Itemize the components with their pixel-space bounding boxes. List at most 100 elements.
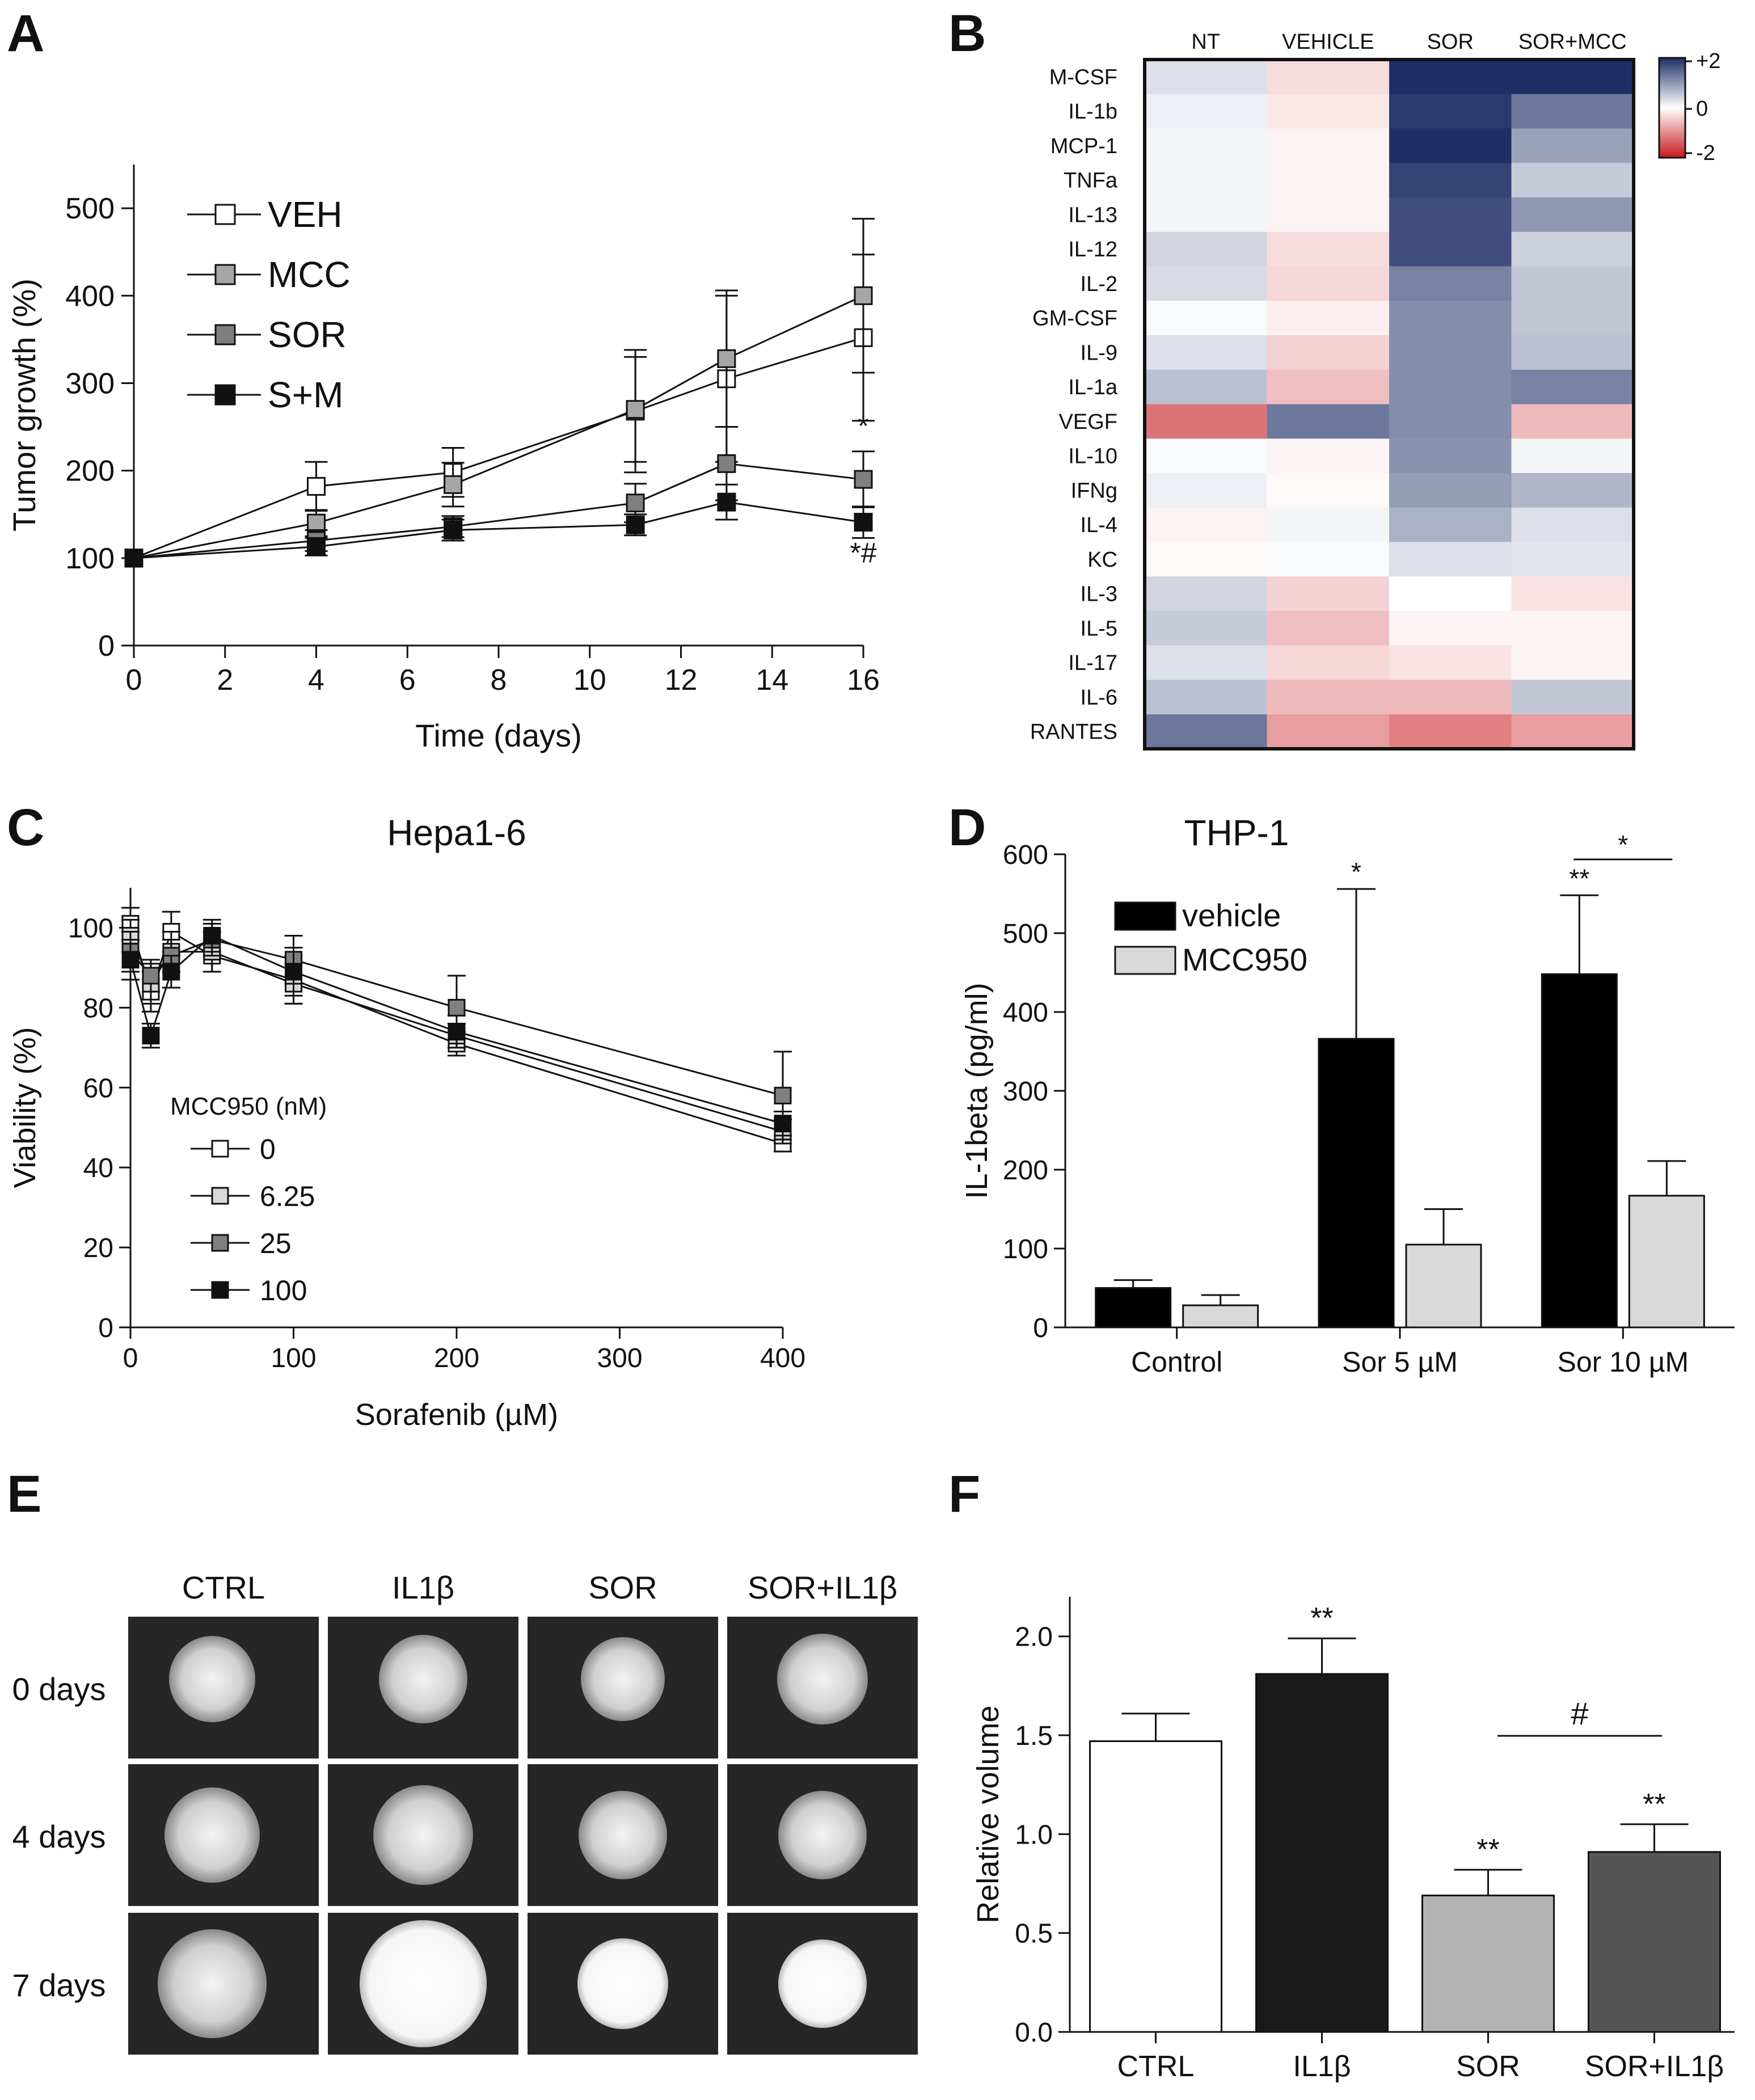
heatmap-col-label: NT: [1191, 30, 1220, 54]
heatmap-cell: [1511, 645, 1634, 680]
heatmap-cell: [1145, 266, 1267, 301]
spheroid: [581, 1637, 665, 1721]
panel-b-heatmap: M-CSF IL-1b MCP-1 TNFa IL-13 IL-12 IL-2 GM-CSF I…: [1030, 30, 1720, 750]
x-tick-label: 14: [756, 664, 788, 697]
heatmap-cell: [1267, 266, 1390, 301]
y-tick-label: 0: [98, 1313, 113, 1343]
y-axis-label: Viability (%): [8, 1027, 42, 1188]
data-point-S+M: [307, 537, 326, 556]
significance-marker: *#: [850, 537, 876, 569]
chart-title: Hepa1-6: [387, 812, 526, 853]
heatmap-col-label: SOR+MCC: [1518, 30, 1627, 54]
y-tick-label: 600: [1003, 840, 1048, 870]
panel-label-D: D: [948, 799, 986, 857]
x-tick-label: 100: [271, 1343, 316, 1373]
heatmap-cell: [1511, 301, 1634, 336]
heatmap-cell: [1267, 163, 1390, 198]
x-axis-label: Sorafenib (µM): [355, 1398, 558, 1432]
series-line-SOR: [133, 462, 864, 559]
heatmap-row-label: IL-17: [1068, 651, 1117, 675]
heatmap-cell: [1267, 197, 1390, 233]
significance-marker: **: [1643, 1788, 1665, 1821]
data-point: [448, 1023, 466, 1041]
heatmap-cell: [1389, 438, 1512, 474]
bar-MCC950: [1405, 1243, 1482, 1329]
y-tick-label: 500: [1003, 919, 1048, 949]
y-tick-label: 200: [1003, 1156, 1048, 1186]
bar-2: [1421, 1894, 1555, 2033]
heatmap-cell: [1267, 404, 1390, 439]
series-line-VEH: [133, 336, 864, 559]
legend-label: VEH: [268, 194, 343, 235]
heatmap-row-label: IL-2: [1081, 272, 1117, 296]
spheroid: [577, 1938, 668, 2029]
significance-marker: **: [1569, 863, 1589, 893]
bar-3: [1588, 1851, 1721, 2033]
heatmap-cell: [1511, 335, 1634, 370]
heatmap-cell: [1267, 645, 1390, 680]
heatmap-cell: [1389, 335, 1512, 370]
heatmap-cell: [1389, 128, 1512, 163]
heatmap-cell: [1145, 680, 1267, 715]
heatmap-cell: [1511, 714, 1634, 749]
heatmap-cell: [1511, 611, 1634, 646]
y-tick-label: 400: [1003, 998, 1048, 1028]
legend-label: MCC950: [1182, 942, 1307, 977]
heatmap-cell: [1511, 507, 1634, 542]
spheroid: [777, 1634, 868, 1724]
bar-1: [1255, 1673, 1389, 2033]
heatmap-cell: [1267, 507, 1390, 542]
colorbar-label: -2: [1696, 141, 1715, 165]
x-tick-label: 300: [597, 1343, 642, 1373]
data-point-S+M: [626, 515, 645, 534]
legend-title: MCC950 (nM): [170, 1093, 327, 1120]
bar-vehicle: [1095, 1287, 1172, 1329]
y-tick-label: 2.0: [1015, 1622, 1053, 1652]
data-point-S+M: [854, 513, 873, 532]
heatmap-cell: [1389, 94, 1512, 129]
heatmap-cell: [1267, 714, 1390, 749]
heatmap-cell: [1389, 163, 1512, 198]
legend-label: 100: [260, 1275, 307, 1306]
panel-c-chart: 0 20 40 60 80 100 0 100 200 300 400 Hepa1-6 Sorafeni…: [8, 812, 805, 1432]
heatmap-cell: [1145, 231, 1267, 267]
heatmap-frame: [1143, 58, 1635, 750]
heatmap-row-label: IL-10: [1068, 445, 1117, 469]
spheroid: [778, 1939, 867, 2028]
heatmap-row-label: IL-13: [1068, 203, 1117, 227]
y-tick-label: 400: [65, 280, 115, 313]
heatmap-cell: [1145, 542, 1267, 577]
colorbar-label: +2: [1696, 49, 1720, 73]
data-point-MCC: [717, 349, 736, 368]
heatmap-cell: [1389, 197, 1512, 233]
data-point-SOR: [717, 454, 736, 473]
data-point-S+M: [717, 492, 736, 512]
data-point-S+M: [444, 520, 463, 539]
heatmap-cell: [1267, 438, 1390, 474]
heatmap-row-label: GM-CSF: [1032, 307, 1117, 331]
heatmap-cell: [1389, 60, 1512, 95]
column-label: SOR+IL1β: [748, 1570, 897, 1605]
data-point: [162, 963, 180, 981]
heatmap-cell: [1267, 335, 1390, 370]
spheroid: [778, 1791, 867, 1879]
significance-marker: *: [858, 410, 868, 442]
significance-marker: **: [1310, 1602, 1333, 1635]
heatmap-cell: [1511, 94, 1634, 129]
spheroid: [158, 1929, 267, 2038]
data-point-MCC: [854, 286, 873, 305]
heatmap-cell: [1267, 611, 1390, 646]
legend-marker: [214, 204, 236, 225]
bar-MCC950: [1182, 1304, 1259, 1329]
heatmap-row-label: KC: [1087, 548, 1117, 572]
heatmap-cell: [1511, 60, 1634, 95]
y-tick-label: 100: [65, 542, 115, 575]
legend-marker: [211, 1187, 229, 1205]
panel-label-A: A: [7, 5, 44, 62]
series-line-MCC: [133, 294, 864, 559]
heatmap-cell: [1511, 576, 1634, 612]
heatmap-cell: [1145, 576, 1267, 612]
spheroid: [164, 1787, 260, 1883]
legend-label: 6.25: [260, 1180, 315, 1212]
data-point: [121, 951, 140, 969]
